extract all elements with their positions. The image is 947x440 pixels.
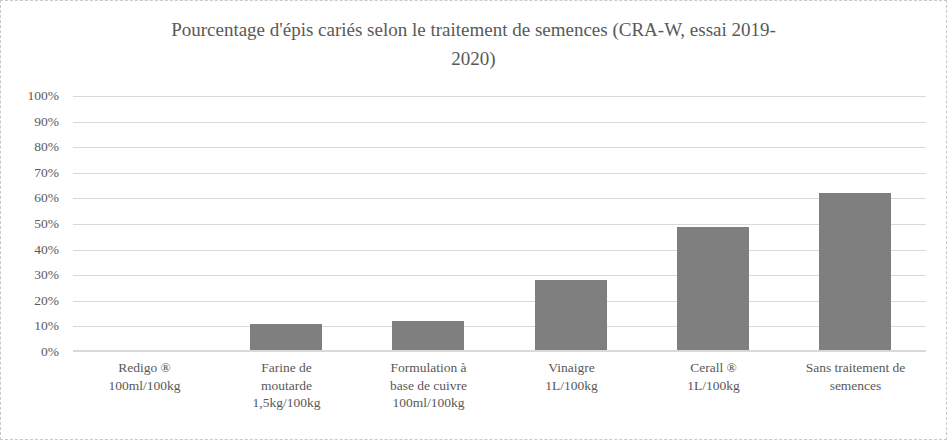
x-category-label-6: Sans traitement de semences (784, 359, 927, 394)
x-category-label-1: Redigo ® 100ml/100kg (73, 359, 216, 394)
gridline-90 (73, 122, 926, 123)
gridline-100 (73, 96, 926, 97)
gridline-10 (73, 326, 926, 327)
plot-area (73, 96, 926, 352)
y-tick-label-70pct: 70% (1, 164, 59, 181)
bar-6 (819, 193, 891, 350)
y-tick-label-60pct: 60% (1, 189, 59, 206)
y-tick-label-50pct: 50% (1, 215, 59, 232)
gridline-30 (73, 275, 926, 276)
y-tick-label-0pct: 0% (1, 343, 59, 360)
x-axis-line (73, 350, 926, 352)
bar-3 (392, 321, 464, 350)
gridline-70 (73, 173, 926, 174)
gridline-80 (73, 147, 926, 148)
x-category-label-3: Formulation à base de cuivre 100ml/100kg (357, 359, 500, 412)
bar-4 (535, 280, 607, 350)
bar-2 (250, 324, 322, 350)
gridline-40 (73, 250, 926, 251)
y-tick-label-40pct: 40% (1, 241, 59, 258)
y-tick-label-20pct: 20% (1, 292, 59, 309)
chart-container: Pourcentage d'épis cariés selon le trait… (0, 0, 947, 440)
gridline-20 (73, 301, 926, 302)
gridline-50 (73, 224, 926, 225)
gridline-60 (73, 198, 926, 199)
y-tick-label-100pct: 100% (1, 87, 59, 104)
y-tick-label-30pct: 30% (1, 266, 59, 283)
y-tick-label-90pct: 90% (1, 113, 59, 130)
chart-title: Pourcentage d'épis cariés selon le trait… (1, 15, 946, 73)
x-category-label-5: Cerall ® 1L/100kg (642, 359, 785, 394)
x-category-label-4: Vinaigre 1L/100kg (500, 359, 643, 394)
y-tick-label-80pct: 80% (1, 138, 59, 155)
y-tick-label-10pct: 10% (1, 317, 59, 334)
bar-5 (677, 227, 749, 350)
x-category-label-2: Farine de moutarde 1,5kg/100kg (215, 359, 358, 412)
